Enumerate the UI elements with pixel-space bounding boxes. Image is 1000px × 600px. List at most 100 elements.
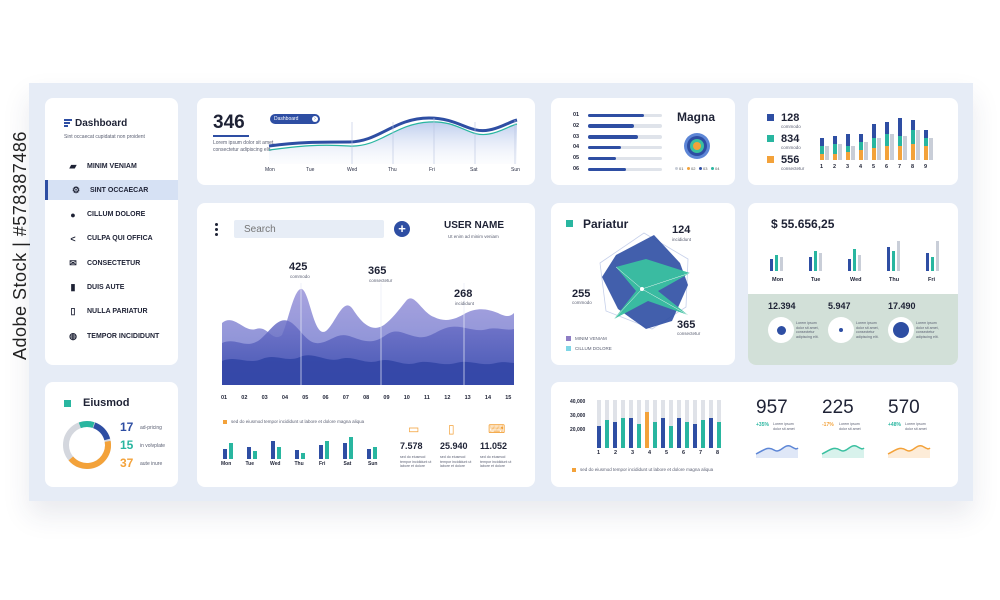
money-stat-value: 17.490: [888, 301, 916, 311]
magna-row-label: 01: [573, 112, 580, 118]
money-day-label: Tue: [811, 277, 821, 283]
magna-progress-bar: [588, 167, 662, 171]
stacked-bar-grey: [877, 138, 881, 160]
radar-legend-2: CILLUM DOLORE: [575, 346, 612, 351]
gear-icon: ⚙: [71, 184, 81, 195]
sidebar-item-nulla-pariatur[interactable]: ▯ NULLA PARIATUR: [45, 302, 178, 322]
money-bar: [780, 257, 783, 271]
sidebar-item-label: DUIS AUTE: [87, 284, 125, 291]
area-chart: [222, 283, 514, 385]
bottom-bar: [685, 422, 689, 448]
money-bar: [775, 255, 778, 271]
stacked-bar-segment: [833, 136, 837, 144]
stacked-stat-3-value: 556: [781, 154, 800, 166]
stacked-bar-segment: [924, 130, 928, 138]
top-wave-text: Lorem ipsum dolor sit amet, consectetur …: [213, 140, 275, 153]
radar-label-1: incididunt: [672, 237, 692, 242]
money-stat-text: Lorem ipsum dolor sit amet, consectetur …: [856, 321, 879, 339]
dashboard-pill[interactable]: Dashboard ›: [270, 114, 320, 124]
stacked-x-label: 8: [911, 164, 915, 170]
money-stat-ring: [828, 317, 854, 343]
area-chart-x-label: 10: [403, 395, 410, 401]
stacked-bar-grey: [916, 130, 920, 160]
magna-legend-dot: [687, 167, 690, 170]
daily-bar-a: [271, 441, 275, 459]
daily-bar-day: Tue: [245, 461, 255, 467]
arrow-right-icon: ›: [312, 116, 318, 122]
sidebar-item-culpa-qui-offica[interactable]: < CULPA QUI OFFICA: [45, 229, 178, 249]
magna-legend-label: 04: [715, 166, 720, 171]
area-chart-x-label: 15: [505, 395, 512, 401]
top-wave-day-label: Sun: [511, 167, 520, 173]
top-wave-day-label: Mon: [265, 167, 275, 173]
share-icon: <: [70, 233, 76, 244]
money-day-label: Thu: [889, 277, 900, 283]
magna-progress-bar: [588, 124, 662, 128]
bottom-stat-value: 957: [756, 397, 788, 418]
sidebar-item-consectetur[interactable]: ✉ CONSECTETUR: [45, 253, 178, 273]
daily-bar-day: Mon: [221, 461, 232, 467]
money-bar: [809, 257, 812, 271]
stacked-bar-segment: [872, 124, 876, 138]
daily-bar-day: Thu: [294, 461, 304, 467]
money-bar: [936, 241, 939, 271]
eiusmod-marker: [64, 400, 71, 407]
bottom-bar: [605, 420, 609, 448]
main-legend-text: sed do eiusmod tempor incididunt ut labo…: [231, 419, 365, 424]
bottom-bar: [637, 424, 641, 448]
radar-value-3: 365: [677, 319, 696, 331]
top-wave-value: 346: [213, 112, 245, 133]
bottom-bar: [621, 418, 625, 448]
money-stat-dot: [839, 328, 843, 332]
menu-icon[interactable]: [64, 119, 72, 127]
peak-1-label: commodo: [290, 274, 310, 279]
stacked-bar-grey: [825, 146, 829, 160]
stacked-stat-1-value: 128: [781, 112, 800, 124]
bottom-stat-sparkline: [755, 445, 799, 458]
eiusmod-card: Eiusmod 17 ad-pricing 15 in volvplate 37…: [45, 382, 178, 487]
sidebar: Dashboard Sint occaecat cupidatat non pr…: [45, 98, 178, 365]
search-input[interactable]: [234, 220, 384, 238]
eiusmod-stat-1-label: ad-pricing: [140, 425, 162, 431]
area-chart-x-label: 06: [322, 395, 329, 401]
sidebar-item-sint-occaecar[interactable]: ⚙ SINT OCCAECAR: [45, 180, 178, 201]
more-vert-icon[interactable]: [215, 223, 218, 236]
top-wave-day-label: Sat: [470, 167, 478, 173]
stacked-bar-segment: [846, 146, 850, 152]
sidebar-item-minim-veniam[interactable]: ▰ MINIM VENIAM: [45, 156, 178, 176]
money-bar: [897, 241, 900, 271]
bottom-bar: [613, 422, 617, 448]
sidebar-item-label: CULPA QUI OFFICA: [87, 235, 153, 243]
stacked-card: 128 commodo 834 commodo 556 consectetur …: [748, 98, 958, 185]
money-stat-ring: [888, 317, 914, 343]
sidebar-item-duis-aute[interactable]: ▮ DUIS AUTE: [45, 278, 178, 298]
money-bar: [819, 253, 822, 271]
money-stat-value: 5.947: [828, 301, 851, 311]
legend-marker: [223, 420, 227, 424]
daily-bar-a: [247, 447, 251, 459]
top-wave-day-label: Tue: [306, 167, 315, 173]
stacked-bar-segment: [911, 130, 915, 144]
money-stat-ring: [768, 317, 794, 343]
sidebar-item-cillum-dolore[interactable]: ● CILLUM DOLORE: [45, 205, 178, 225]
stacked-bar-segment: [846, 134, 850, 146]
stacked-bar-segment: [859, 134, 863, 142]
money-bar: [887, 247, 890, 271]
add-button[interactable]: +: [394, 221, 410, 237]
bottom-x-label: 7: [699, 450, 703, 456]
bottom-bar: [629, 418, 633, 448]
stacked-bar-grey: [929, 138, 933, 160]
bottom-bar: [677, 418, 681, 448]
daily-bar-b: [373, 447, 377, 459]
daily-bar-day: Sun: [368, 461, 378, 467]
bottom-bar: [669, 426, 673, 448]
sidebar-item-tempor-incididunt[interactable]: ◍ TEMPOR INCIDIDUNT: [45, 326, 178, 346]
bottom-stat-sparkline: [887, 445, 931, 458]
tablet-icon: ▯: [448, 422, 455, 436]
daily-bar-b: [253, 451, 257, 459]
bottom-stat-text: Lorem ipsum dolor sit amet: [773, 422, 795, 431]
money-bar: [770, 259, 773, 271]
pariatur-marker: [566, 220, 573, 227]
stacked-bar-segment: [872, 148, 876, 160]
sidebar-item-label: CILLUM DOLORE: [87, 211, 146, 219]
